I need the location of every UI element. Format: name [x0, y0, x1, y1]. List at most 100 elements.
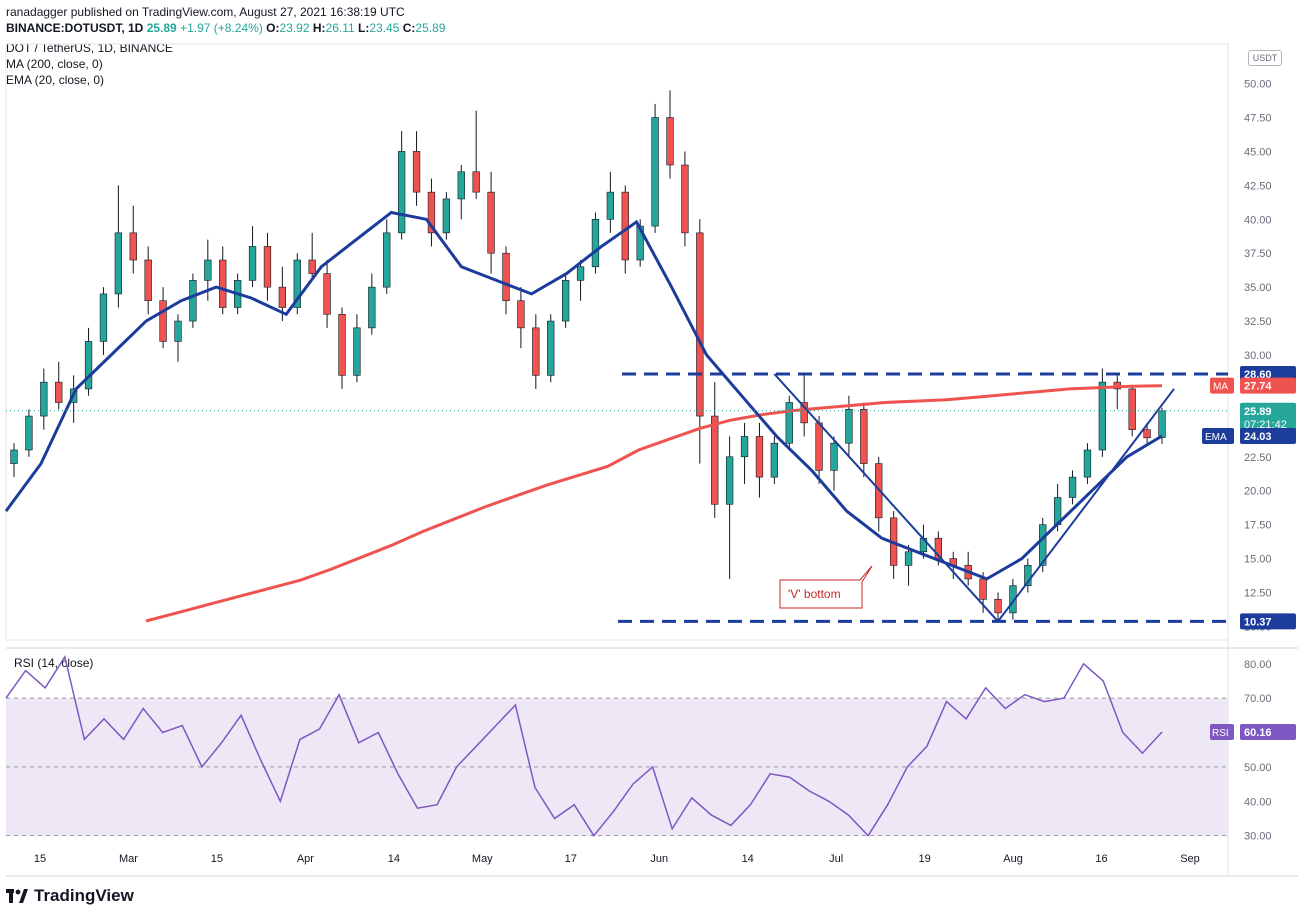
- y-tick-label: 17.50: [1244, 520, 1272, 532]
- candle-body: [547, 320, 555, 376]
- candle-body: [263, 246, 272, 288]
- candle-body: [979, 578, 987, 600]
- candle-body: [815, 422, 823, 471]
- x-tick-label: Jun: [650, 853, 668, 865]
- y-tick-label: 50.00: [1244, 79, 1272, 91]
- y-tick-label: 42.50: [1244, 180, 1272, 192]
- currency-badge[interactable]: USDT: [1248, 50, 1282, 66]
- brand-name: TradingView: [34, 886, 134, 905]
- last-price: 25.89: [146, 21, 177, 35]
- tag-ma-bg: [1240, 377, 1296, 394]
- symbol-label[interactable]: BINANCE:DOTUSDT, 1D: [6, 21, 144, 35]
- ema-20-line: [4, 210, 1163, 581]
- candle-body: [711, 415, 719, 505]
- candle-body: [1098, 381, 1107, 451]
- candle-body: [517, 300, 525, 329]
- candle-body: [397, 151, 406, 234]
- candle-body: [114, 232, 123, 295]
- candle-body: [606, 191, 615, 220]
- close-label: C:: [402, 21, 416, 35]
- y-tick-label: 22.50: [1244, 452, 1272, 464]
- rsi-tag-label: 60.16: [1244, 727, 1272, 739]
- candle-body: [308, 259, 316, 274]
- ma-indicator-label[interactable]: MA (200, close, 0): [6, 57, 103, 71]
- candle-body: [666, 117, 674, 166]
- close-value: 25.89: [415, 21, 446, 35]
- candle-body: [353, 327, 361, 376]
- tag-last-timer: 07:21:42: [1244, 419, 1287, 431]
- x-tick-label: Aug: [1003, 853, 1023, 865]
- candle-body: [740, 436, 749, 458]
- candle-body: [412, 151, 421, 193]
- candle-body: [696, 232, 704, 417]
- candle-body: [442, 198, 451, 234]
- rsi-y-tick-label: 30.00: [1244, 831, 1272, 843]
- candle-body: [99, 293, 108, 342]
- ema-indicator-label[interactable]: EMA (20, close, 0): [6, 73, 105, 87]
- candle-body: [338, 313, 346, 376]
- rsi-y-tick-label: 70.00: [1244, 693, 1272, 705]
- tag-ema-label: 24.03: [1244, 431, 1272, 443]
- candle-body: [621, 191, 629, 261]
- y-tick-label: 35.00: [1244, 282, 1272, 294]
- x-tick-label: Mar: [119, 853, 138, 865]
- ma-tag-name: MA: [1213, 382, 1228, 393]
- candle-body: [591, 218, 600, 268]
- rsi-y-tick-label: 40.00: [1244, 796, 1272, 808]
- y-tick-label: 20.00: [1244, 486, 1272, 498]
- candle-body: [770, 442, 779, 478]
- x-tick-label: 14: [742, 853, 754, 865]
- candle-body: [248, 246, 257, 281]
- candle-body: [457, 171, 465, 200]
- candle-body: [502, 252, 510, 302]
- candle-body: [1068, 476, 1077, 498]
- candle-body: [532, 327, 540, 376]
- candle-body: [755, 436, 764, 478]
- y-tick-label: 47.50: [1244, 113, 1272, 125]
- y-tick-label: 15.00: [1244, 554, 1272, 566]
- candle-body: [159, 300, 167, 342]
- candle-body: [651, 117, 659, 227]
- x-tick-label: 19: [918, 853, 930, 865]
- candle-body: [994, 598, 1002, 614]
- rsi-tag-bg: [1240, 723, 1296, 740]
- candle-body: [144, 259, 152, 302]
- candle-body: [219, 259, 227, 308]
- candle-body: [383, 232, 391, 288]
- candle-body: [1128, 388, 1136, 430]
- y-tick-label: 30.00: [1244, 350, 1272, 362]
- v-left-trendline: [773, 373, 999, 623]
- candle-body: [830, 442, 838, 471]
- candle-body: [1143, 429, 1151, 439]
- y-tick-label: 45.00: [1244, 146, 1272, 158]
- candle-body: [40, 381, 48, 417]
- x-tick-label: 17: [565, 853, 577, 865]
- rsi-indicator-label[interactable]: RSI (14, close): [14, 656, 94, 670]
- x-tick-label: 14: [388, 853, 400, 865]
- v-right-trendline: [997, 388, 1175, 623]
- callout-box: [779, 565, 873, 609]
- candle-body: [25, 415, 33, 451]
- candle-body: [1039, 524, 1047, 566]
- tag-support-label: 10.37: [1244, 616, 1272, 628]
- candle-body: [293, 259, 301, 308]
- x-tick-label: 15: [211, 853, 223, 865]
- tradingview-logo-icon: [6, 889, 28, 903]
- ema-tag-name-bg: [1202, 428, 1234, 445]
- low-value: 23.45: [369, 21, 400, 35]
- rsi-line: [5, 654, 1163, 837]
- tag-last-bg: [1240, 402, 1296, 431]
- ema-indicator-line[interactable]: EMA (20, close, 0): [6, 72, 445, 88]
- high-label: H:: [312, 21, 326, 35]
- candle-body: [904, 551, 913, 566]
- y-tick-label: 12.50: [1244, 588, 1272, 600]
- candle-body: [323, 273, 331, 315]
- x-tick-label: 16: [1095, 853, 1107, 865]
- candle-body: [472, 171, 480, 193]
- ma-tag-name-bg: [1210, 377, 1234, 394]
- ma-indicator-line[interactable]: MA (200, close, 0): [6, 56, 445, 72]
- candle-body: [129, 232, 137, 261]
- candle-body: [725, 456, 734, 505]
- open-label: O:: [266, 21, 280, 35]
